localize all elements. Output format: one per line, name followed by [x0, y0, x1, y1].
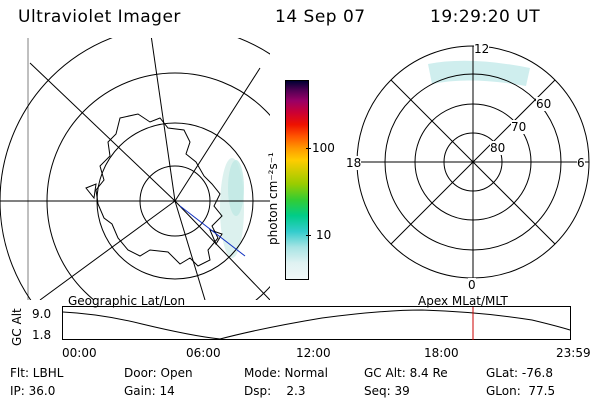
meridian-line — [29, 62, 176, 202]
timeline-tick-1200: 12:00 — [296, 346, 331, 360]
timeline-y-axis-label: GC Alt — [10, 308, 24, 346]
colorbar-tick-mark — [306, 235, 311, 236]
mlt-line-diag — [390, 79, 556, 245]
glon-info: GLon: 77.5 — [486, 384, 556, 398]
mlt-label-12: 12 — [474, 42, 490, 56]
coastline-detail — [85, 183, 97, 200]
timeline-y-top: 9.0 — [32, 307, 52, 321]
date-label: 14 Sep 07 — [275, 7, 366, 27]
timeline-tick-0000: 00:00 — [62, 346, 97, 360]
mlat-label-60: 60 — [536, 97, 552, 111]
timeline-tick-1800: 18:00 — [424, 346, 459, 360]
mode-info: Mode: Normal — [244, 366, 328, 380]
geographic-map — [0, 38, 270, 300]
colorbar-unit-label: photon cm⁻²s⁻¹ — [266, 152, 280, 245]
ip-info: IP: 36.0 — [10, 384, 56, 398]
meridian-line — [174, 67, 261, 202]
coastline — [95, 113, 223, 267]
coastline-detail — [209, 229, 223, 246]
colorbar-tick-mark — [306, 148, 311, 149]
colorbar-tick-10: 10 — [316, 228, 332, 242]
mlt-label-6: 6 — [577, 156, 585, 170]
colorbar-tick-100: 100 — [312, 141, 335, 155]
filter-info: Flt: LBHL — [10, 366, 64, 380]
right-map-label: Apex MLat/MLT — [418, 294, 508, 308]
meridian-line — [174, 200, 270, 300]
seq-info: Seq: 39 — [364, 384, 410, 398]
altitude-timeline — [62, 306, 571, 340]
meridian-line — [150, 38, 176, 202]
instrument-title: Ultraviolet Imager — [18, 7, 181, 27]
satellite-track — [179, 205, 246, 257]
mlt-label-0: 0 — [468, 278, 476, 292]
door-info: Door: Open — [124, 366, 193, 380]
timeline-tick-2359: 23:59 — [556, 346, 591, 360]
left-map-label: Geographic Lat/Lon — [68, 294, 186, 308]
magnetic-map — [356, 45, 590, 279]
gc-alt-info: GC Alt: 8.4 Re — [364, 366, 448, 380]
mlt-label-18: 18 — [346, 156, 362, 170]
dsp-info: Dsp: 2.3 — [244, 384, 306, 398]
glat-info: GLat: -76.8 — [486, 366, 553, 380]
altitude-curve — [62, 309, 571, 340]
meridian-line — [174, 200, 206, 300]
gain-info: Gain: 14 — [124, 384, 175, 398]
timeline-y-bottom: 1.8 — [32, 328, 52, 342]
aurora-oval-left — [220, 158, 244, 258]
meridian-line — [39, 200, 176, 300]
mlat-label-80: 80 — [490, 141, 506, 155]
timeline-tick-0600: 06:00 — [186, 346, 221, 360]
mlat-label-70: 70 — [511, 120, 527, 134]
color-scale-bar — [285, 80, 309, 280]
time-label: 19:29:20 UT — [430, 7, 541, 27]
aurora-oval-right — [428, 60, 530, 86]
